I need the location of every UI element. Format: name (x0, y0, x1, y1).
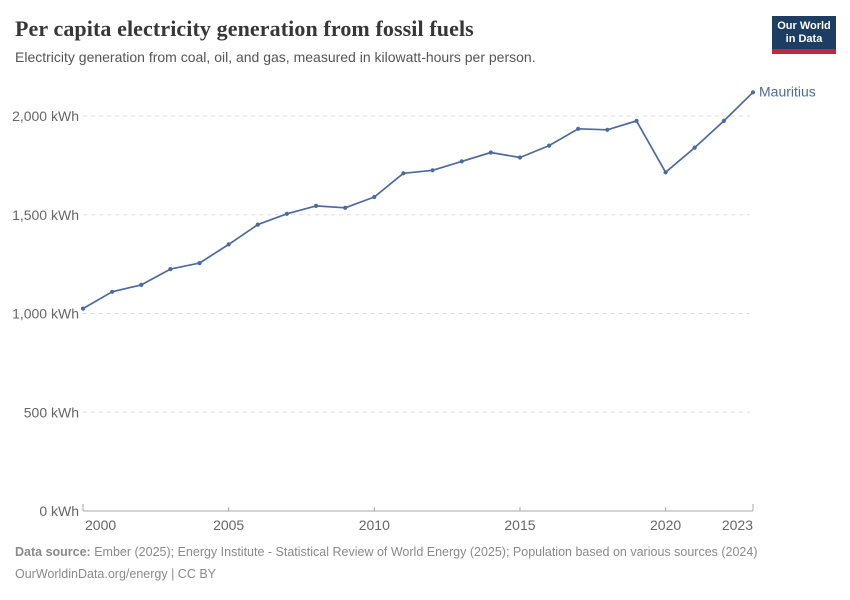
data-point-2004[interactable] (197, 261, 202, 266)
data-point-2002[interactable] (139, 282, 144, 287)
data-point-2003[interactable] (168, 267, 173, 272)
x-tick-label-2000: 2000 (85, 517, 116, 533)
data-point-2008[interactable] (313, 203, 319, 208)
y-tick-label-500: 500 kWh (24, 404, 79, 420)
x-tick-label-2015: 2015 (504, 517, 535, 533)
data-point-2022[interactable] (721, 118, 727, 123)
data-point-2005[interactable] (226, 242, 231, 247)
owid-logo[interactable]: Our World in Data (772, 16, 836, 54)
x-tick-label-2023: 2023 (722, 517, 753, 533)
y-tick-label-1500: 1,500 kWh (12, 207, 79, 223)
data-source-label: Data source: (15, 545, 91, 559)
data-point-2021[interactable] (692, 145, 697, 150)
data-point-2001[interactable] (110, 289, 115, 294)
y-tick-label-1000: 1,000 kWh (12, 306, 79, 322)
data-point-2014[interactable] (488, 150, 493, 155)
data-point-2012[interactable] (430, 168, 435, 173)
data-point-2019[interactable] (634, 118, 639, 123)
data-point-2023[interactable] (750, 90, 756, 95)
data-point-2009[interactable] (343, 205, 348, 210)
owid-logo-line2: in Data (785, 33, 823, 45)
data-point-2007[interactable] (284, 211, 289, 216)
y-tick-label-0: 0 kWh (39, 503, 79, 519)
y-tick-label-2000: 2,000 kWh (12, 108, 79, 124)
data-point-2016[interactable] (547, 143, 552, 148)
x-tick-label-2005: 2005 (213, 517, 244, 533)
data-source-text: Ember (2025); Energy Institute - Statist… (90, 545, 758, 559)
chart-plot-area: 0 kWh 500 kWh 1,000 kWh 1,500 kWh 2,000 kWh 2… (12, 83, 816, 533)
owid-logo-line1: Our World (777, 20, 831, 32)
data-point-2011[interactable] (401, 171, 406, 176)
chart-subtitle: Electricity generation from coal, oil, a… (15, 49, 536, 66)
entity-label[interactable]: Mauritius (759, 83, 816, 99)
x-tick-label-2020: 2020 (650, 517, 681, 533)
chart-header: Per capita electricity generation from f… (15, 16, 755, 65)
data-line-mauritius[interactable] (82, 91, 754, 310)
footer-source-line: Data source: Ember (2025); Energy Instit… (15, 541, 825, 563)
data-point-2015[interactable] (517, 155, 523, 160)
chart-footer: Data source: Ember (2025); Energy Instit… (15, 541, 825, 585)
data-point-2006[interactable] (255, 222, 260, 227)
data-point-2013[interactable] (459, 159, 464, 164)
data-point-2017[interactable] (576, 126, 581, 131)
chart-title: Per capita electricity generation from f… (15, 16, 474, 41)
x-tick-label-2010: 2010 (359, 517, 390, 533)
data-point-2010[interactable] (372, 194, 377, 200)
data-point-2000[interactable] (80, 306, 86, 311)
data-point-2020[interactable] (663, 170, 668, 175)
footer-license-line: OurWorldinData.org/energy | CC BY (15, 567, 217, 581)
data-point-2018[interactable] (605, 127, 610, 132)
